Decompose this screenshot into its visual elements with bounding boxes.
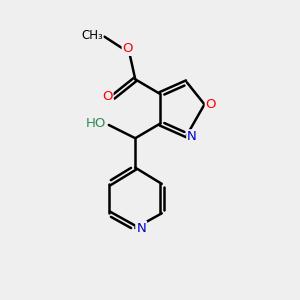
Text: N: N [136,221,146,235]
Text: CH₃: CH₃ [81,29,103,42]
Text: HO: HO [85,117,106,130]
Text: O: O [123,42,133,55]
Text: N: N [187,130,197,143]
Text: O: O [102,91,112,103]
Text: O: O [206,98,216,111]
